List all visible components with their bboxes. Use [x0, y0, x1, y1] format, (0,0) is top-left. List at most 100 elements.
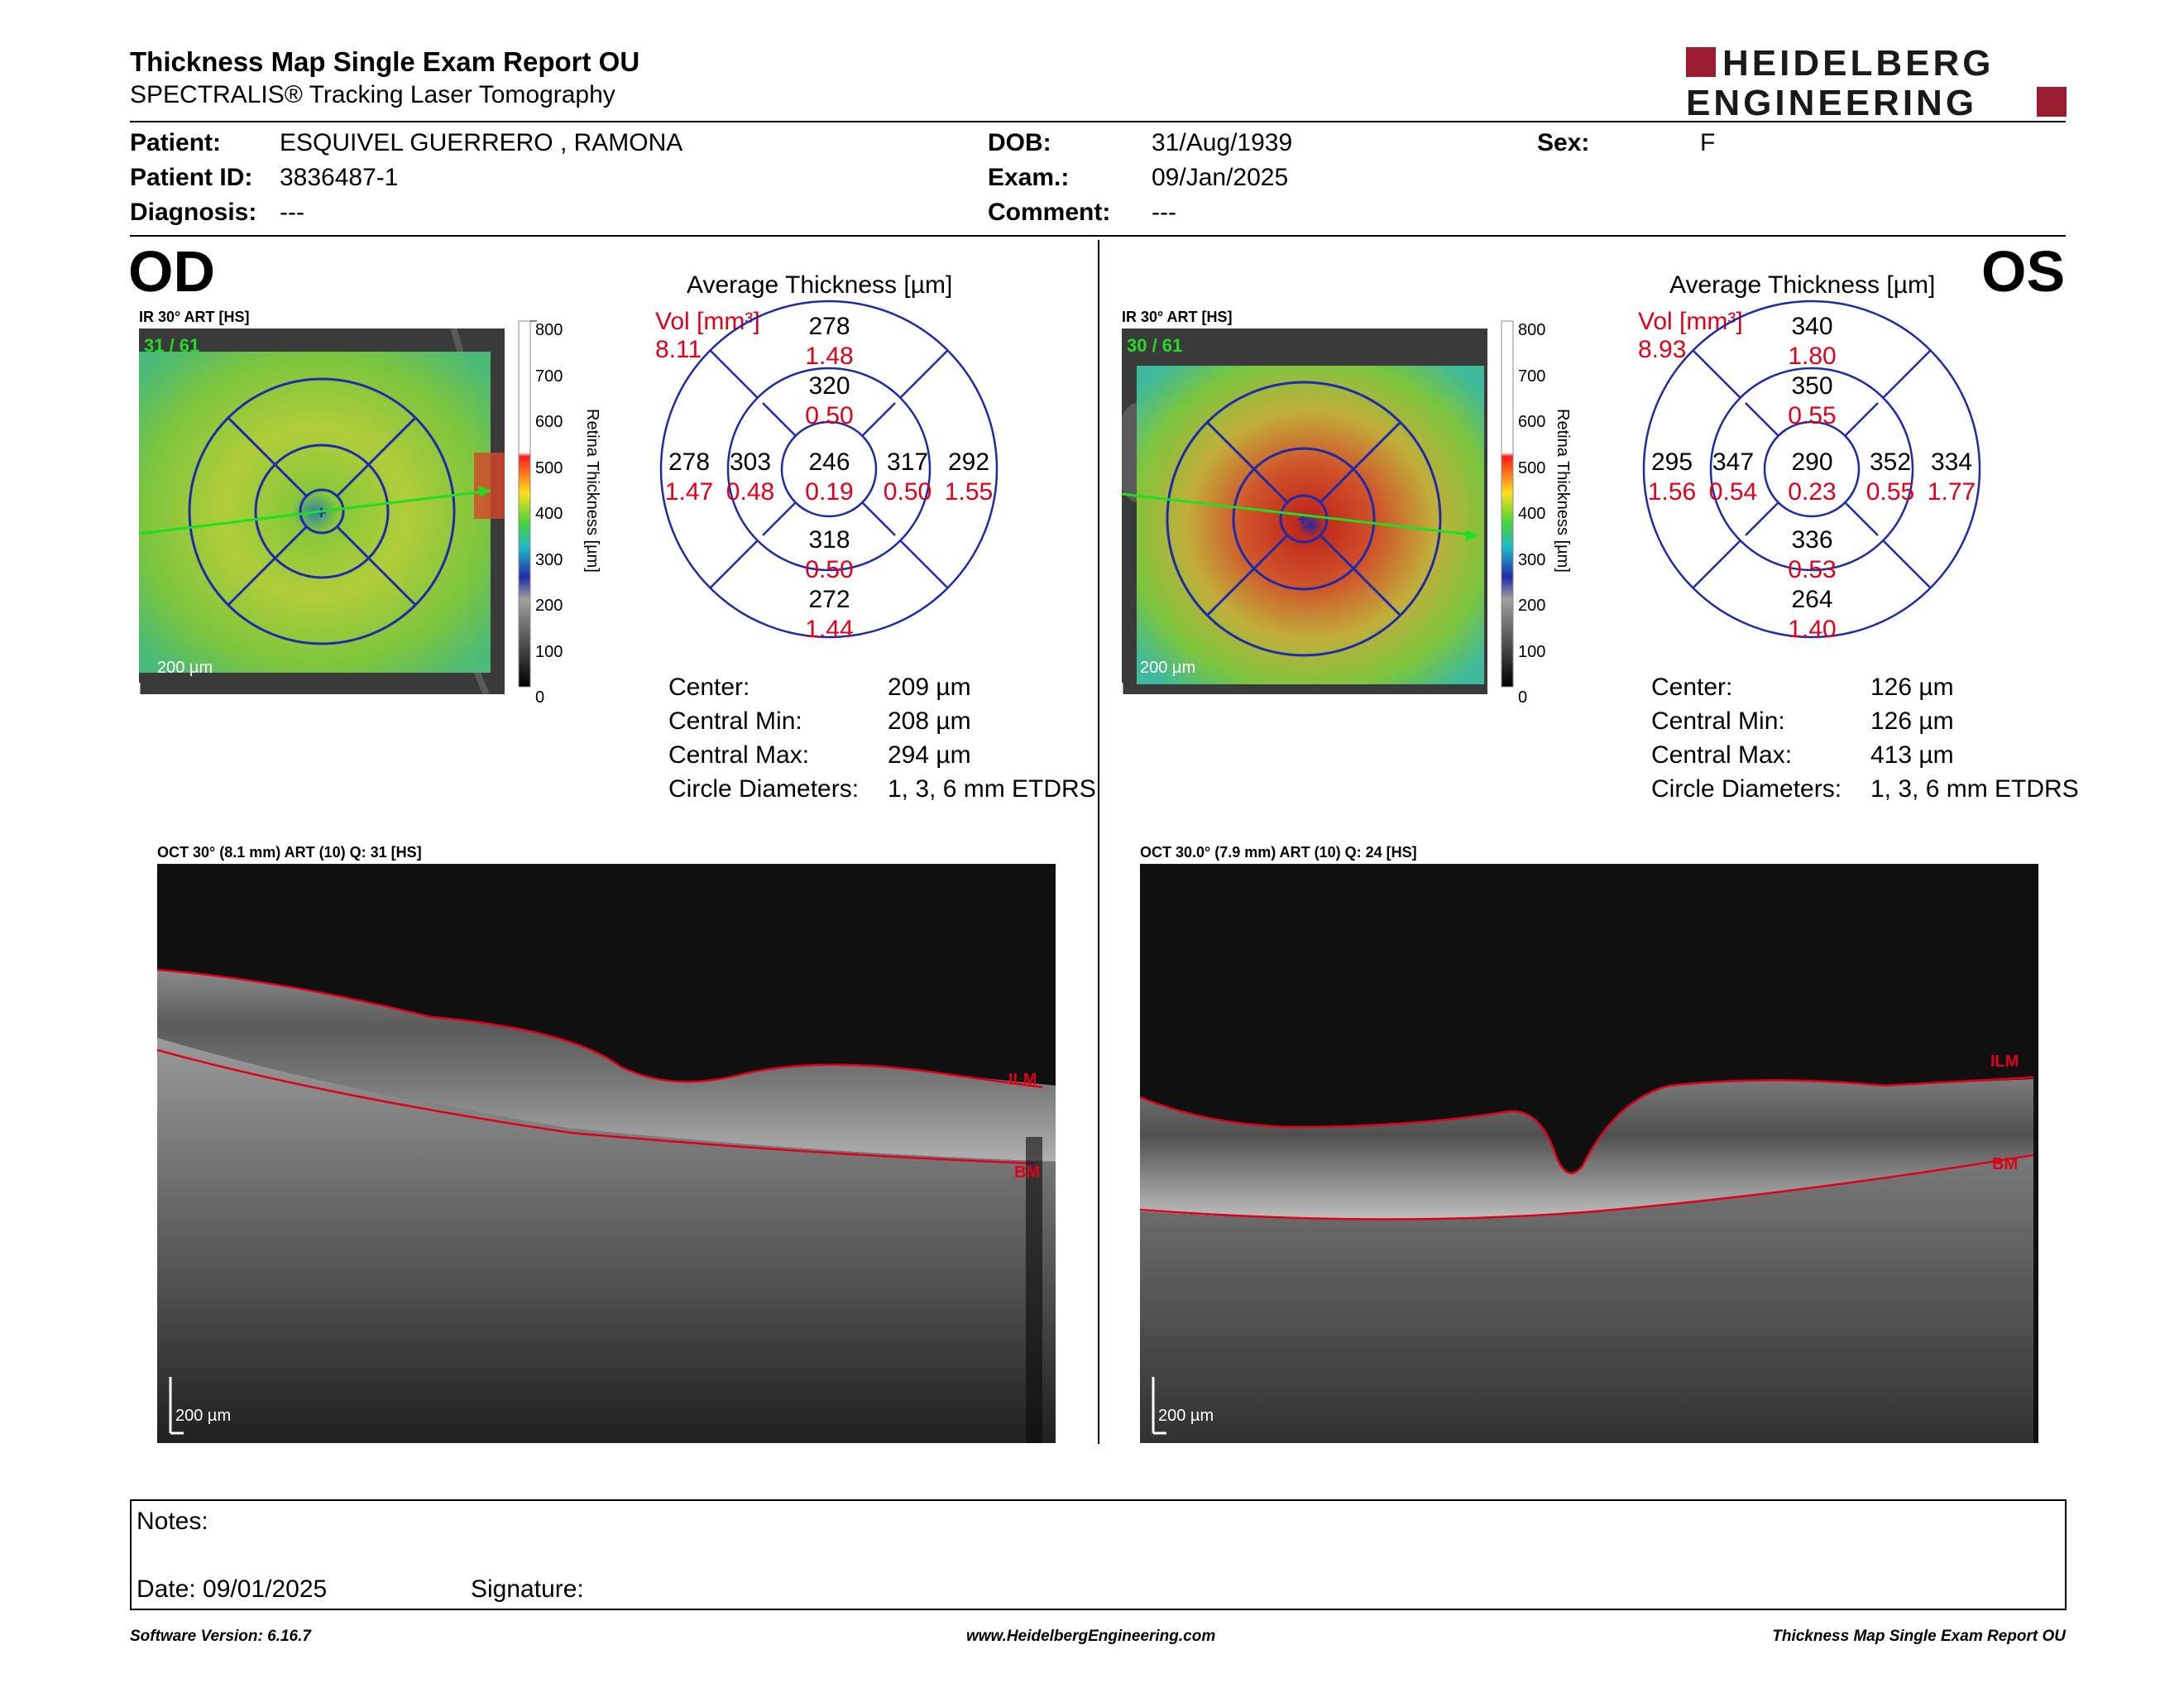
report-title: Thickness Map Single Exam Report OU — [130, 46, 640, 77]
os-bm-label: BM — [1992, 1155, 2019, 1173]
os-colorbar-ticks: 800 700 600 500 400 300 200 100 0 — [1518, 308, 1545, 722]
tick-500: 500 — [535, 458, 563, 477]
od-stat-value: 209 µm — [888, 674, 971, 701]
tick-700: 700 — [1518, 367, 1546, 386]
tick-500: 500 — [1518, 458, 1546, 477]
os-map-scale: 200 µm — [1140, 659, 1195, 677]
header-divider — [130, 121, 2066, 122]
od-inner-sup-vol: 0.50 — [805, 402, 854, 429]
os-vol-total: 8.93 — [1638, 336, 1687, 363]
od-outer-right-vol: 1.55 — [944, 478, 994, 506]
os-inner-inf-vol: 0.53 — [1788, 556, 1837, 583]
od-colorbar-ticks: 800 700 600 500 400 300 200 100 0 — [535, 308, 563, 722]
tick-600: 600 — [1518, 413, 1546, 431]
os-colorbar — [1500, 318, 1599, 690]
os-stats-labels: Center: Central Min: Central Max: Circle… — [1651, 670, 1842, 806]
od-thickness-map: + 31 / 61 200 µm — [139, 328, 505, 694]
os-inner-sup-thick: 350 — [1791, 372, 1833, 400]
od-inner-sup-thick: 320 — [808, 372, 850, 400]
od-outer-sup-thick: 278 — [808, 313, 850, 340]
patient-label: Patient: — [130, 129, 222, 156]
website-link[interactable]: www.HeidelbergEngineering.com — [966, 1628, 1216, 1645]
comment-label: Comment: — [988, 199, 1111, 226]
os-outer-left-thick: 295 — [1650, 448, 1693, 476]
os-stat-label: Center: — [1651, 674, 1733, 701]
exam-value: 09/Jan/2025 — [1152, 164, 1289, 191]
os-inner-left-thick: 347 — [1712, 448, 1755, 476]
od-stat-label: Central Min: — [668, 707, 802, 735]
od-grid-values: 278 1.48 320 0.50 246 0.19 318 0.50 272 … — [658, 298, 1001, 643]
od-stat-value: 294 µm — [888, 741, 971, 769]
info-divider — [130, 235, 2066, 237]
od-inner-right-vol: 0.50 — [883, 478, 932, 506]
tick-0: 0 — [1518, 688, 1528, 707]
sex-value: F — [1700, 129, 1716, 156]
od-inner-inf-thick: 318 — [808, 526, 850, 554]
heidelberg-logo: HEIDELBERG ENGINEERING — [1686, 46, 2067, 120]
os-stat-value: 126 µm — [1870, 674, 1954, 701]
eye-label-os: OS — [1981, 239, 2066, 304]
od-avg-title: Average Thickness [µm] — [687, 271, 953, 299]
comment-value: --- — [1152, 199, 1176, 226]
tick-0: 0 — [535, 688, 545, 707]
os-colorbar-title: Retina Thickness [µm] — [1554, 409, 1572, 573]
patient-id-label: Patient ID: — [130, 164, 253, 191]
os-outer-sup-thick: 340 — [1791, 313, 1833, 340]
os-stat-label: Circle Diameters: — [1651, 775, 1842, 803]
svg-text:ENGINEERING: ENGINEERING — [1686, 83, 1977, 120]
tick-100: 100 — [1518, 642, 1546, 661]
patient-id: 3836487-1 — [280, 164, 399, 191]
software-version: Software Version: 6.16.7 — [130, 1628, 311, 1645]
os-outer-inf-vol: 1.40 — [1788, 616, 1837, 643]
notes-box: Notes: Date: 09/01/2025 Signature: — [130, 1499, 2067, 1610]
os-outer-inf-thick: 264 — [1791, 586, 1833, 613]
os-inner-right-thick: 352 — [1869, 448, 1912, 476]
os-outer-right-thick: 334 — [1930, 448, 1973, 476]
os-stat-value: 413 µm — [1870, 741, 1954, 769]
tick-400: 400 — [1518, 505, 1546, 523]
od-stat-value: 208 µm — [888, 707, 971, 735]
od-map-scale: 200 µm — [157, 659, 213, 677]
od-stat-label: Central Max: — [668, 741, 810, 769]
patient-name: ESQUIVEL GUERRERO , RAMONA — [280, 129, 683, 156]
od-stats-labels: Center: Central Min: Central Max: Circle… — [668, 670, 859, 806]
os-frame-count: 30 / 61 — [1127, 335, 1182, 356]
eye-divider — [1098, 240, 1099, 1444]
os-ilm-label: ILM — [1990, 1053, 2019, 1071]
od-inner-inf-vol: 0.50 — [805, 556, 854, 583]
os-center-vol: 0.23 — [1788, 478, 1837, 506]
od-oct-scale: 200 µm — [175, 1407, 232, 1425]
od-vol-total: 8.11 — [655, 336, 702, 363]
od-colorbar — [517, 318, 616, 690]
os-inner-sup-vol: 0.55 — [1788, 402, 1837, 429]
od-oct-label: OCT 30° (8.1 mm) ART (10) Q: 31 [HS] — [157, 844, 422, 861]
os-stat-label: Central Min: — [1651, 707, 1785, 735]
os-inner-inf-thick: 336 — [1791, 526, 1833, 554]
od-inner-right-thick: 317 — [886, 448, 929, 476]
eye-label-od: OD — [128, 239, 215, 304]
tick-300: 300 — [535, 550, 563, 569]
od-stat-label: Center: — [668, 674, 750, 701]
od-outer-left-thick: 278 — [668, 448, 711, 476]
report-subtitle: SPECTRALIS® Tracking Laser Tomography — [130, 81, 615, 108]
footer-report-name: Thickness Map Single Exam Report OU — [1772, 1628, 2066, 1645]
od-stat-label: Circle Diameters: — [668, 775, 860, 803]
od-outer-left-vol: 1.47 — [664, 478, 714, 506]
svg-text:HEIDELBERG: HEIDELBERG — [1722, 46, 1994, 84]
od-center-thick: 246 — [808, 448, 850, 476]
tick-700: 700 — [535, 367, 563, 386]
od-inner-left-thick: 303 — [729, 448, 772, 476]
os-inner-left-vol: 0.54 — [1708, 478, 1758, 506]
diagnosis-label: Diagnosis: — [130, 199, 257, 226]
od-stat-value: 1, 3, 6 mm ETDRS — [888, 775, 1096, 803]
os-stats-values: 126 µm 126 µm 413 µm 1, 3, 6 mm ETDRS — [1870, 670, 2079, 806]
od-frame-count: 31 / 61 — [144, 335, 199, 356]
os-stat-label: Central Max: — [1651, 741, 1793, 769]
tick-300: 300 — [1518, 550, 1546, 569]
tick-800: 800 — [1518, 321, 1546, 339]
od-inner-left-vol: 0.48 — [726, 478, 775, 506]
od-center-vol: 0.19 — [805, 478, 854, 506]
notes-label: Notes: — [136, 1508, 208, 1535]
diagnosis-value: --- — [280, 199, 304, 226]
tick-400: 400 — [535, 505, 563, 523]
